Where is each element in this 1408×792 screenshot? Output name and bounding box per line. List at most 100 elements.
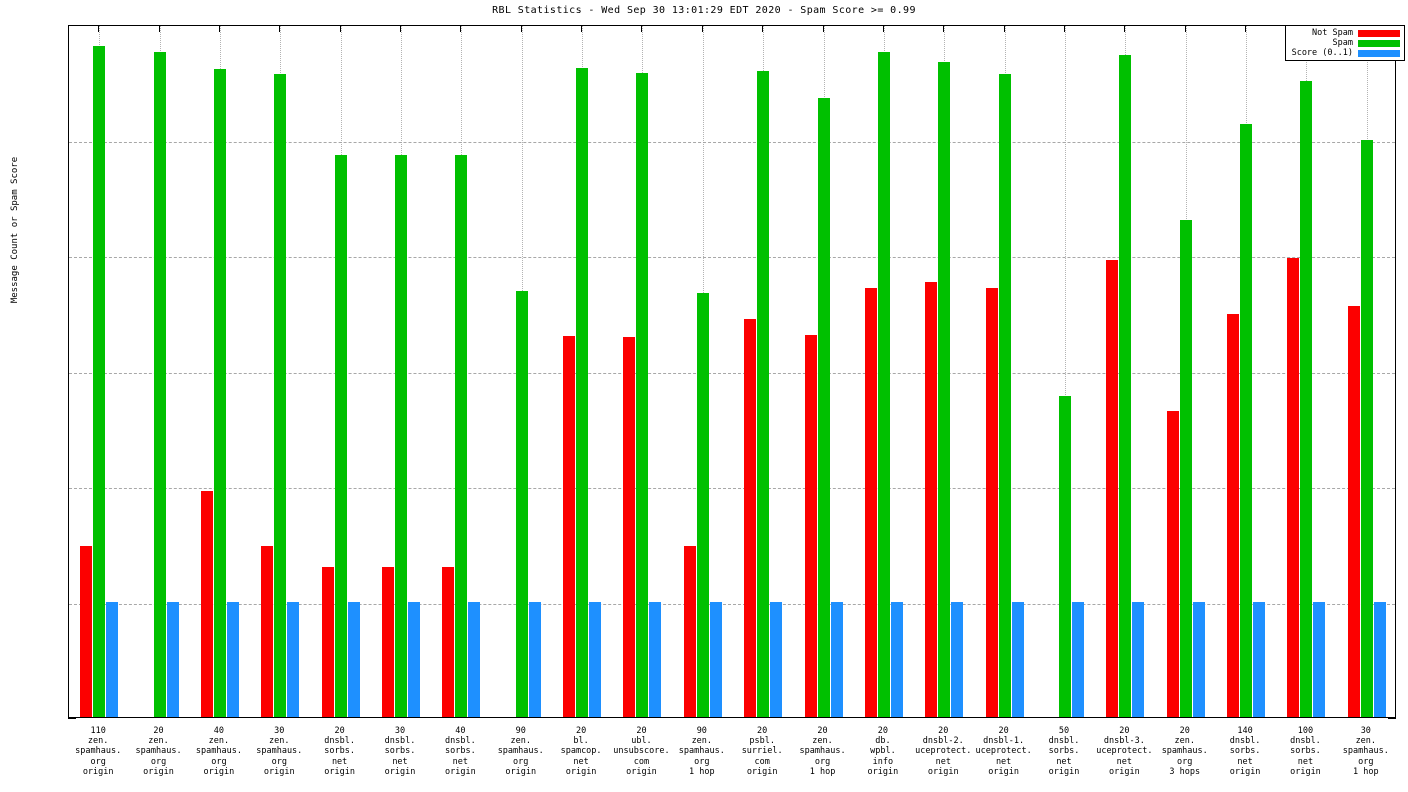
bar-notspam (1106, 260, 1119, 717)
bar-score (951, 601, 964, 717)
bar-spam (998, 73, 1011, 717)
x-axis-tick (822, 25, 824, 32)
x-axis-tick-label: 20 db. wpbl. info origin (867, 726, 899, 777)
x-axis-tick-label: 20 dnsbl. sorbs. net origin (324, 726, 355, 777)
x-axis-tick (1245, 25, 1247, 32)
x-axis-tick (641, 25, 643, 32)
x-axis-tick (1124, 25, 1126, 32)
x-axis-tick (1064, 25, 1065, 32)
bar-spam (153, 52, 166, 717)
x-axis-tick-label: 90 zen. spamhaus. org origin (497, 726, 544, 777)
bar-spam (938, 61, 951, 717)
bar-spam (93, 45, 106, 717)
gridline (69, 257, 1395, 258)
y-axis-tick (1388, 718, 1396, 719)
bar-notspam (442, 566, 455, 717)
bar-score (408, 601, 420, 717)
x-axis-tick-label: 20 ubl. unsubscore. com origin (613, 726, 670, 777)
y-axis-label: Message Count or Spam Score (10, 156, 20, 304)
x-axis-tick-label: 30 zen. spamhaus. org 1 hop (1342, 726, 1389, 777)
bar-score (589, 601, 602, 717)
bar-spam (455, 155, 468, 717)
x-axis-tick (1184, 25, 1186, 32)
x-axis-tick-label: 90 zen. spamhaus. org 1 hop (678, 726, 725, 777)
bar-spam (1300, 81, 1313, 717)
x-axis-tick-label: 30 zen. spamhaus. org origin (256, 726, 303, 777)
bar-spam (877, 52, 890, 717)
bar-score (528, 601, 541, 717)
bar-notspam (623, 337, 636, 717)
x-axis-tick (218, 25, 220, 32)
bar-score (1313, 601, 1326, 717)
x-axis-tick-label: 20 dnsbl-1. uceprotect. net origin (975, 726, 1032, 777)
gridline (69, 141, 1395, 143)
x-axis-tick (762, 25, 764, 32)
bar-score (1373, 601, 1386, 717)
bar-notspam (804, 334, 817, 717)
bar-spam (696, 292, 709, 717)
x-axis-tick (339, 25, 341, 32)
bar-score (287, 601, 300, 717)
legend-label: Spam (1332, 38, 1353, 48)
bar-spam (213, 68, 226, 717)
x-axis-tick-label: 20 zen. spamhaus. org 1 hop (799, 726, 846, 777)
x-axis-tick (279, 25, 281, 32)
gridline (69, 488, 1395, 489)
chart-title: RBL Statistics - Wed Sep 30 13:01:29 EDT… (492, 5, 916, 16)
x-axis-tick-label: 20 dnsbl-3. uceprotect. net origin (1096, 726, 1153, 777)
legend-item: Not Spam (1292, 28, 1400, 38)
legend-swatch (1358, 29, 1400, 37)
bar-spam (576, 67, 589, 717)
x-axis-tick (581, 25, 583, 32)
bar-spam (757, 71, 770, 717)
bar-score (1072, 601, 1084, 717)
bar-notspam (1287, 257, 1300, 717)
bar-score (709, 601, 722, 717)
bar-score (770, 601, 783, 717)
legend-label: Not Spam (1312, 28, 1353, 38)
x-axis-tick-label: 30 dnsbl. sorbs. net origin (384, 726, 416, 777)
bar-notspam (382, 566, 394, 717)
bar-notspam (1347, 306, 1360, 717)
legend-swatch (1358, 39, 1400, 47)
x-axis-tick (520, 25, 522, 32)
bar-notspam (1166, 410, 1179, 717)
bar-notspam (864, 287, 877, 717)
bar-notspam (1227, 313, 1240, 717)
x-axis-tick-label: 110 zen. spamhaus. org origin (75, 726, 122, 777)
bar-score (226, 601, 239, 717)
x-axis-tick (400, 25, 401, 32)
x-axis-tick-label: 20 bl. spamcop. net origin (560, 726, 602, 777)
x-axis-tick-label: 40 zen. spamhaus. org origin (195, 726, 242, 777)
bar-notspam (200, 491, 213, 717)
bar-spam (1059, 396, 1071, 717)
x-axis-tick-label: 100 dnsbl. sorbs. net origin (1290, 726, 1321, 777)
bar-score (1011, 601, 1024, 717)
x-axis-tick (882, 25, 884, 32)
bar-spam (1360, 139, 1373, 717)
x-axis-tick-label: 40 dnsbl. sorbs. net origin (445, 726, 476, 777)
bar-notspam (80, 546, 93, 717)
bar-spam (817, 97, 830, 717)
x-axis-tick (701, 25, 703, 32)
bar-spam (274, 73, 287, 717)
bar-notspam (261, 546, 274, 717)
bar-score (347, 601, 360, 717)
legend-item: Score (0..1) (1292, 48, 1400, 58)
bar-spam (636, 72, 649, 717)
x-axis-tick-label: 20 zen. spamhaus. org 3 hops (1161, 726, 1208, 777)
bar-score (890, 601, 903, 717)
legend-item: Spam (1292, 38, 1400, 48)
bar-spam (1119, 54, 1132, 717)
plot-area (68, 25, 1396, 718)
x-axis-tick (98, 25, 100, 32)
bar-notspam (321, 566, 334, 717)
bar-score (830, 601, 843, 717)
bar-notspam (925, 282, 938, 717)
gridline (69, 372, 1395, 374)
bar-spam (515, 290, 528, 717)
bar-score (1253, 601, 1266, 717)
bar-score (106, 601, 119, 717)
bar-spam (334, 155, 347, 717)
